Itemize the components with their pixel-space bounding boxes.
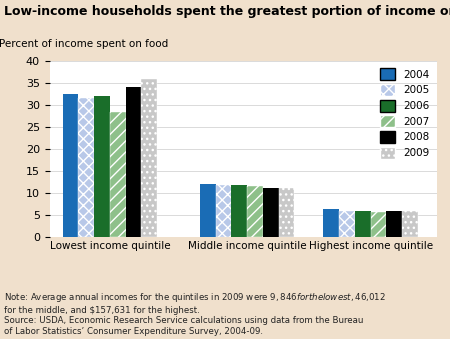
Text: Note: Average annual incomes for the quintiles in 2009 were $9,846 for the lowes: Note: Average annual incomes for the qui… (4, 292, 387, 336)
Bar (110, 112, 126, 237)
Bar (126, 87, 141, 237)
Bar (247, 186, 263, 237)
Bar (279, 187, 294, 237)
Bar (371, 212, 387, 237)
Bar (141, 79, 157, 237)
Text: Percent of income spent on food: Percent of income spent on food (0, 39, 168, 49)
Legend: 2004, 2005, 2006, 2007, 2008, 2009: 2004, 2005, 2006, 2007, 2008, 2009 (378, 66, 431, 161)
Text: Low-income households spent the greatest portion of income on food: Low-income households spent the greatest… (4, 5, 450, 18)
Bar (355, 211, 371, 237)
Bar (63, 94, 78, 237)
Bar (387, 211, 402, 237)
Bar (339, 211, 355, 237)
Bar (323, 208, 339, 237)
Bar (402, 211, 418, 237)
Bar (216, 185, 231, 237)
Bar (78, 98, 94, 237)
Bar (94, 96, 110, 237)
Bar (200, 183, 216, 237)
Bar (263, 188, 279, 237)
Bar (231, 185, 247, 237)
